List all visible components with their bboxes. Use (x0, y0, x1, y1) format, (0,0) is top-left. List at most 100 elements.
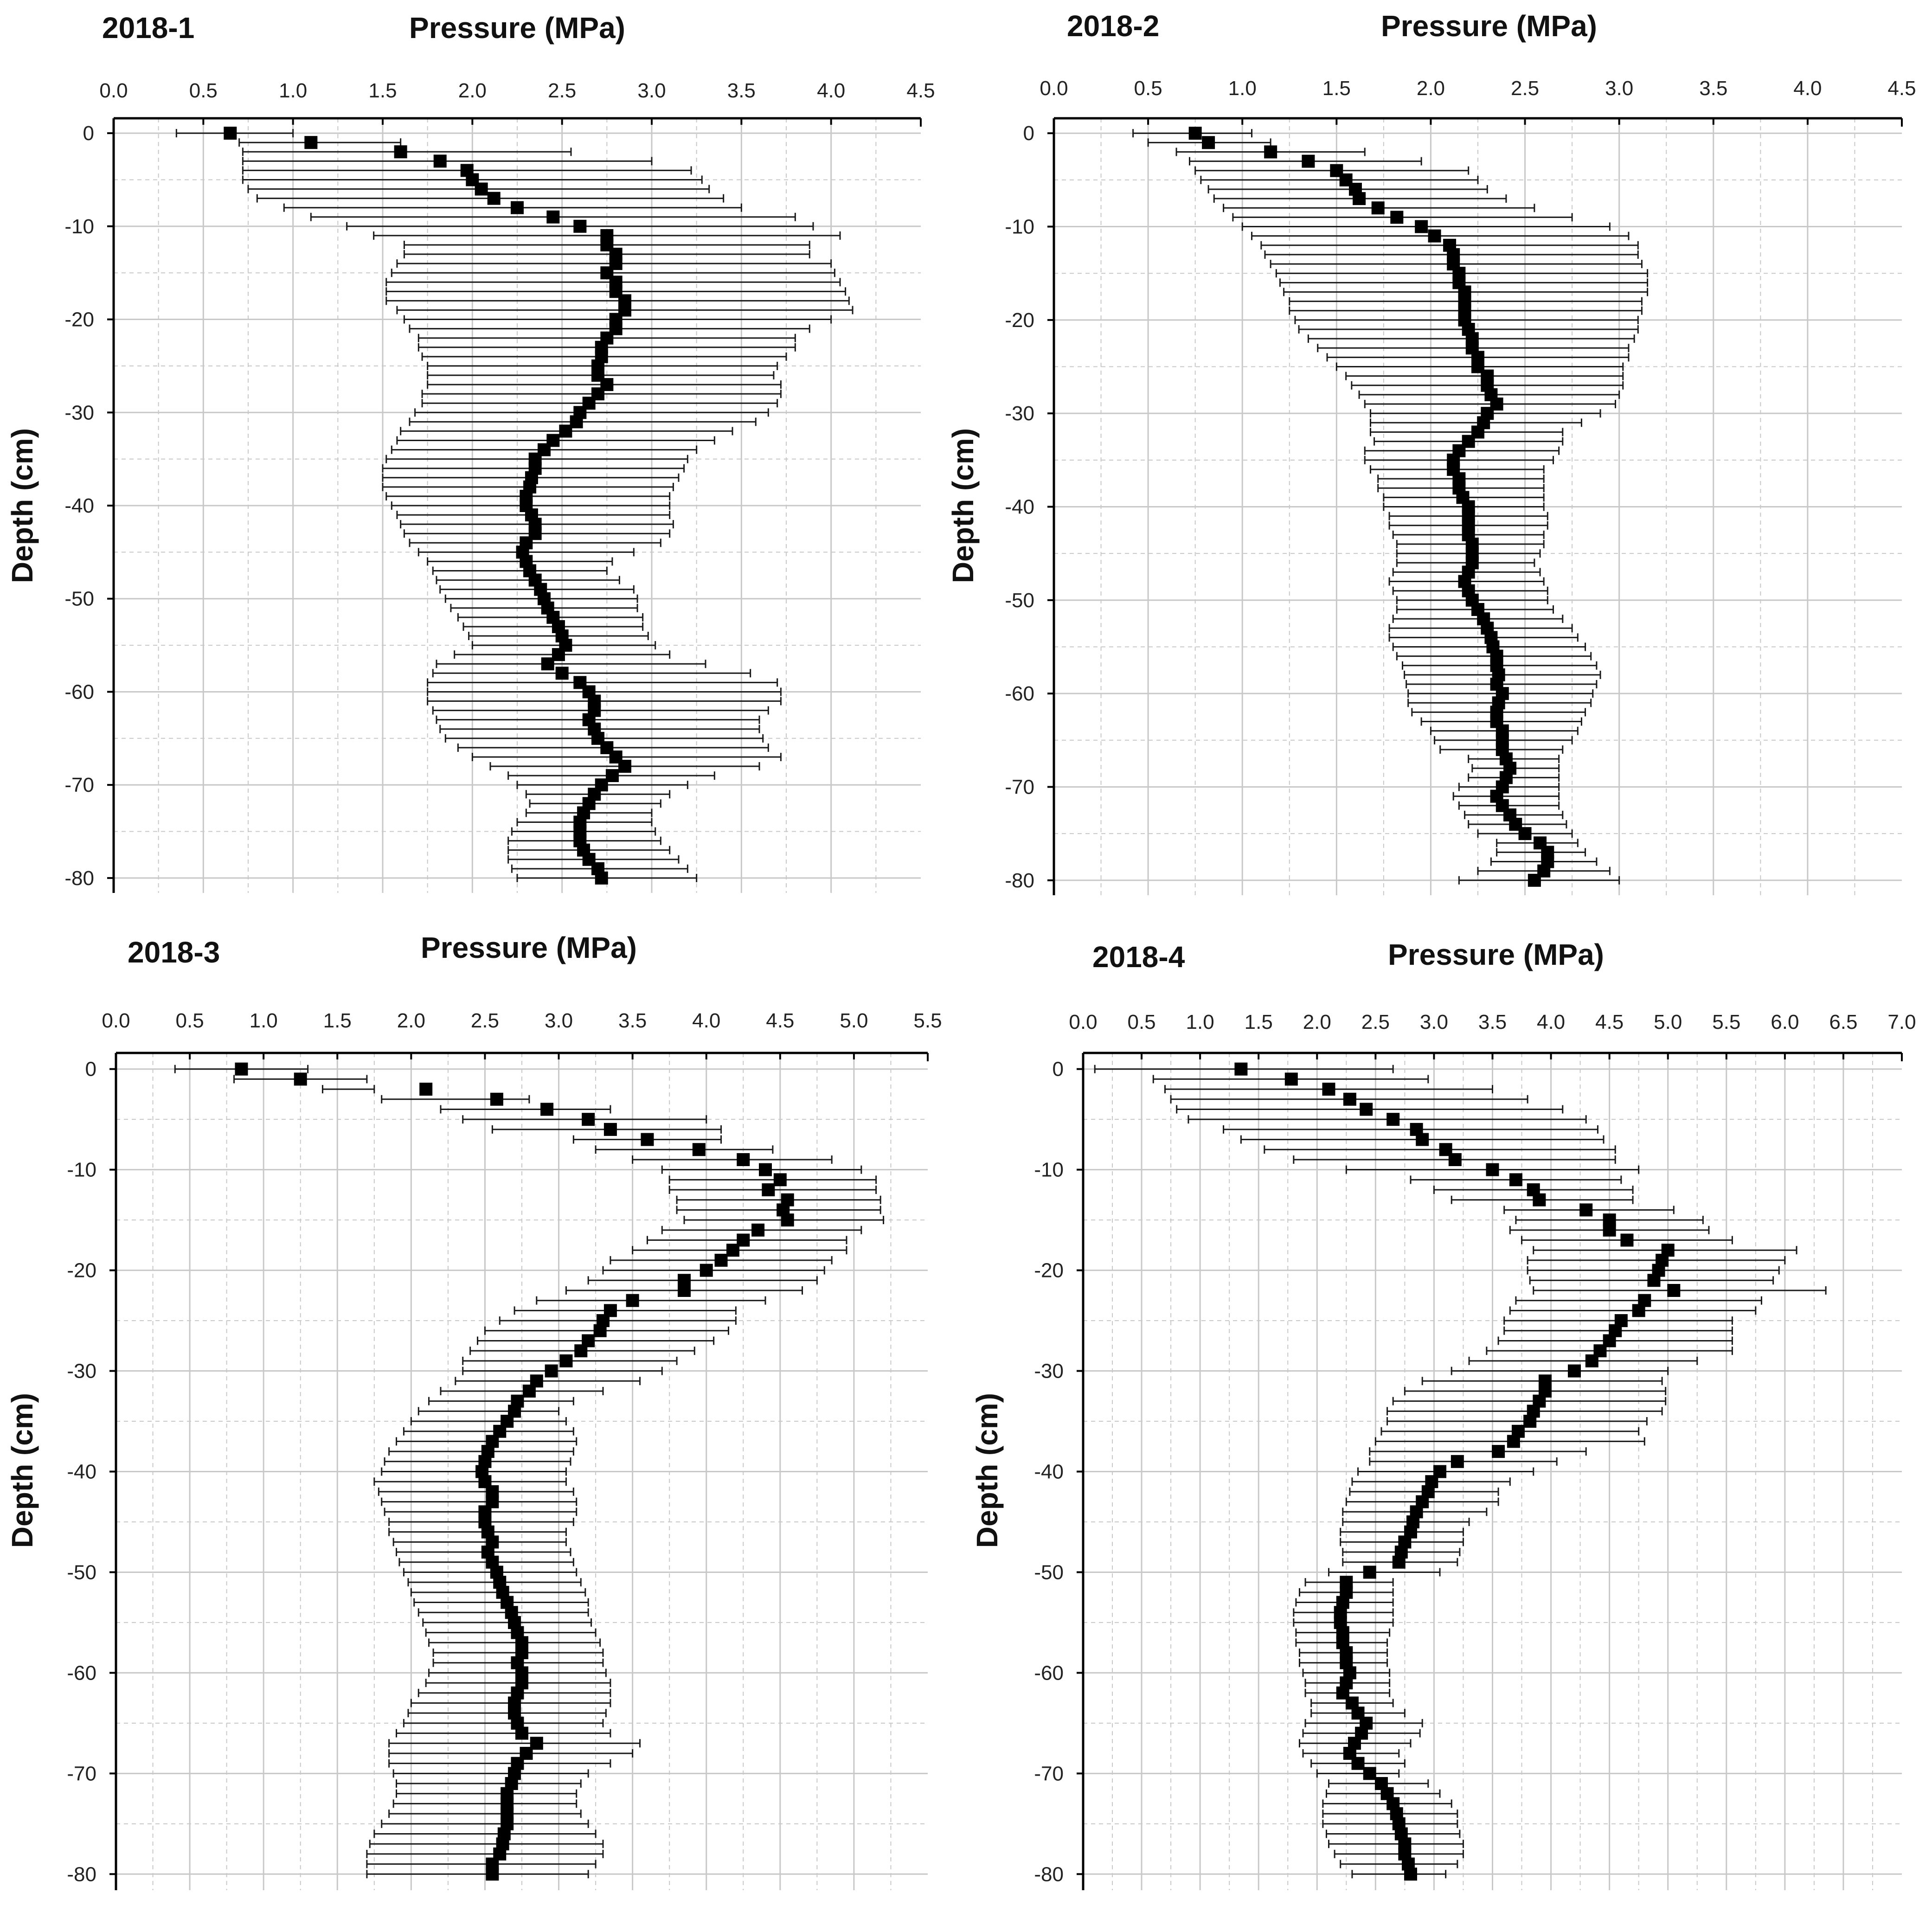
data-point (726, 1244, 739, 1257)
data-point (751, 1223, 765, 1237)
data-point (1603, 1223, 1616, 1237)
y-tick-label: -80 (1005, 869, 1034, 892)
y-tick-label: -40 (67, 1461, 96, 1483)
y-tick-label: -10 (67, 1159, 96, 1181)
y-tick-label: -20 (1005, 309, 1034, 332)
y-tick-label: -20 (64, 308, 94, 331)
x-tick-label: 4.5 (766, 1009, 794, 1032)
x-tick-label: 3.5 (727, 79, 756, 102)
y-tick-label: -30 (1034, 1360, 1064, 1383)
data-point (1363, 1566, 1376, 1579)
data-point (475, 182, 488, 196)
y-tick-label: -10 (1034, 1159, 1064, 1181)
y-axis-title: Depth (cm) (6, 428, 39, 583)
x-tick-label: 3.0 (545, 1009, 573, 1032)
data-point (1188, 127, 1202, 140)
data-point (419, 1083, 433, 1096)
data-point (224, 127, 237, 140)
data-point (678, 1283, 691, 1297)
data-point (1647, 1274, 1661, 1287)
y-tick-label: -50 (67, 1561, 96, 1584)
x-tick-label: 3.5 (1699, 77, 1727, 100)
y-tick-label: -80 (67, 1863, 96, 1886)
x-tick-label: 2.0 (397, 1009, 425, 1032)
y-tick-label: -70 (64, 774, 94, 796)
data-point (1507, 1435, 1520, 1448)
x-tick-label: 1.5 (1245, 1011, 1273, 1033)
x-tick-label: 2.5 (471, 1009, 499, 1032)
y-axis-title: Depth (cm) (6, 1393, 39, 1548)
data-point (574, 1344, 588, 1358)
data-point (781, 1213, 794, 1227)
y-tick-label: 0 (83, 122, 94, 145)
data-point (1533, 1193, 1546, 1206)
y-tick-label: -80 (64, 867, 94, 890)
y-tick-label: -70 (67, 1762, 96, 1785)
x-tick-label: 5.0 (840, 1009, 868, 1032)
x-tick-label: 2.5 (548, 79, 576, 102)
panel-label: 2018-2 (1067, 9, 1159, 43)
data-point (1302, 154, 1315, 168)
x-tick-label: 0.5 (1134, 77, 1162, 100)
data-point (545, 1364, 558, 1378)
data-points (235, 1062, 794, 1881)
data-point (714, 1253, 728, 1267)
data-point (433, 154, 447, 168)
x-tick-label: 4.0 (1793, 77, 1822, 100)
y-tick-label: -60 (64, 680, 94, 703)
y-tick-label: -70 (1005, 776, 1034, 798)
data-point (1448, 1153, 1462, 1166)
x-tick-label: 1.0 (1186, 1011, 1214, 1033)
y-tick-label: -20 (67, 1259, 96, 1282)
y-tick-label: -40 (1005, 496, 1034, 519)
chart-panel: 0.0 0.5 1.0 1.5 2.0 2.5 3.0 3.5 4.0 4.5 5.0 5.5 6.0 6… (970, 938, 1916, 1890)
data-point (1620, 1233, 1634, 1247)
x-tick-label: 3.0 (637, 79, 666, 102)
y-tick-label: 0 (85, 1058, 96, 1081)
data-point (1284, 1072, 1298, 1086)
x-tick-label: 0.0 (1069, 1011, 1097, 1033)
data-point (641, 1133, 654, 1146)
x-tick-label: 2.0 (458, 79, 487, 102)
y-tick-label: -50 (1034, 1561, 1064, 1584)
panel-label: 2018-3 (128, 936, 220, 969)
x-axis-title: Pressure (MPa) (1388, 938, 1604, 971)
data-point (541, 657, 554, 671)
data-point (1667, 1283, 1681, 1297)
data-point (1392, 1555, 1406, 1569)
data-point (626, 1294, 639, 1307)
data-point (582, 1113, 595, 1126)
panel-label: 2018-1 (102, 11, 194, 45)
y-tick-label: 0 (1023, 122, 1034, 145)
data-point (559, 1354, 573, 1367)
data-point (759, 1163, 772, 1176)
data-point (555, 667, 569, 680)
y-tick-label: -40 (64, 494, 94, 517)
x-tick-label: 1.5 (323, 1009, 352, 1032)
data-point (559, 424, 572, 438)
y-tick-label: -60 (1005, 682, 1034, 705)
data-point (1451, 1455, 1464, 1468)
x-axis-title: Pressure (MPa) (421, 931, 637, 964)
y-tick-label: -50 (64, 588, 94, 610)
x-tick-label: 2.0 (1417, 77, 1445, 100)
y-tick-label: -20 (1034, 1259, 1064, 1282)
data-points (1234, 1062, 1681, 1881)
data-point (486, 1867, 499, 1881)
x-tick-label: 4.0 (1537, 1011, 1565, 1033)
data-point (1528, 873, 1541, 887)
y-tick-label: -30 (64, 401, 94, 424)
x-tick-label: 1.0 (250, 1009, 278, 1032)
data-point (1428, 229, 1441, 243)
chart-panel: 0.0 0.5 1.0 1.5 2.0 2.5 3.0 3.5 4.0 4.5 5.0 5.5 0 -10… (6, 931, 942, 1890)
x-axis-title: Pressure (MPa) (1381, 9, 1597, 43)
x-tick-label: 1.5 (368, 79, 397, 102)
x-tick-label: 0.0 (102, 1009, 130, 1032)
x-tick-label: 0.5 (176, 1009, 204, 1032)
x-tick-label: 4.5 (1595, 1011, 1624, 1033)
y-tick-label: -30 (67, 1360, 96, 1383)
data-point (595, 871, 608, 885)
x-tick-label: 1.5 (1322, 77, 1351, 100)
x-tick-label: 0.0 (99, 79, 128, 102)
